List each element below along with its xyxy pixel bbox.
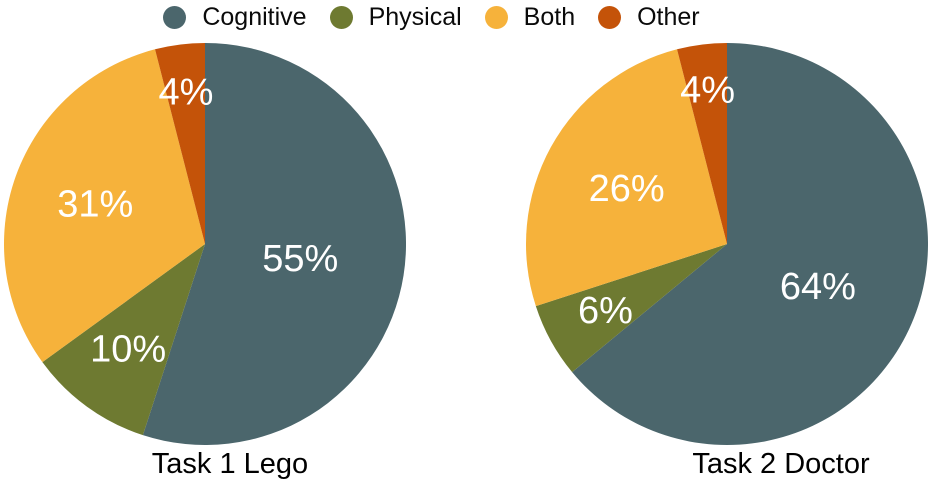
slice-value-label-physical: 6%	[578, 290, 633, 332]
slice-value-label-cognitive: 64%	[780, 266, 856, 308]
legend-label-cognitive: Cognitive	[202, 3, 307, 31]
slice-value-label-both: 26%	[589, 168, 665, 210]
legend-item-physical: Physical	[329, 3, 462, 31]
legend-swatch-physical-icon	[329, 5, 353, 29]
chart-title-task-2-doctor: Task 2 Doctor	[692, 448, 870, 480]
pie-slice-physical	[535, 244, 727, 373]
slice-value-label-other: 4%	[158, 71, 213, 113]
slice-value-label-cognitive: 55%	[262, 238, 338, 280]
pie-slice-both	[526, 49, 727, 307]
chart-legend: Cognitive Physical Both Other	[0, 3, 897, 31]
legend-label-both: Both	[523, 3, 576, 31]
legend-label-physical: Physical	[368, 3, 462, 31]
legend-item-cognitive: Cognitive	[163, 3, 307, 31]
legend-swatch-cognitive-icon	[163, 5, 187, 29]
legend-label-other: Other	[637, 3, 700, 31]
pie-chart-task-1-lego: 55% 10% 31% 4%	[4, 43, 406, 445]
legend-swatch-other-icon	[598, 5, 622, 29]
pie-slice-physical	[42, 244, 205, 436]
legend-item-other: Other	[598, 3, 700, 31]
slice-value-label-other: 4%	[680, 70, 735, 112]
pie-chart-task-2-doctor: 64% 6% 26% 4%	[526, 43, 928, 445]
pie-slice-other	[677, 43, 727, 244]
pie-slice-both	[4, 49, 206, 363]
pie-slice-cognitive	[142, 43, 406, 445]
pie-slice-other	[155, 43, 205, 244]
legend-item-both: Both	[484, 3, 576, 31]
slice-value-label-both: 31%	[57, 184, 133, 226]
pie-slice-cognitive	[572, 43, 928, 445]
legend-swatch-both-icon	[484, 5, 508, 29]
slice-value-label-physical: 10%	[90, 329, 166, 371]
chart-title-task-1-lego: Task 1 Lego	[151, 448, 309, 480]
